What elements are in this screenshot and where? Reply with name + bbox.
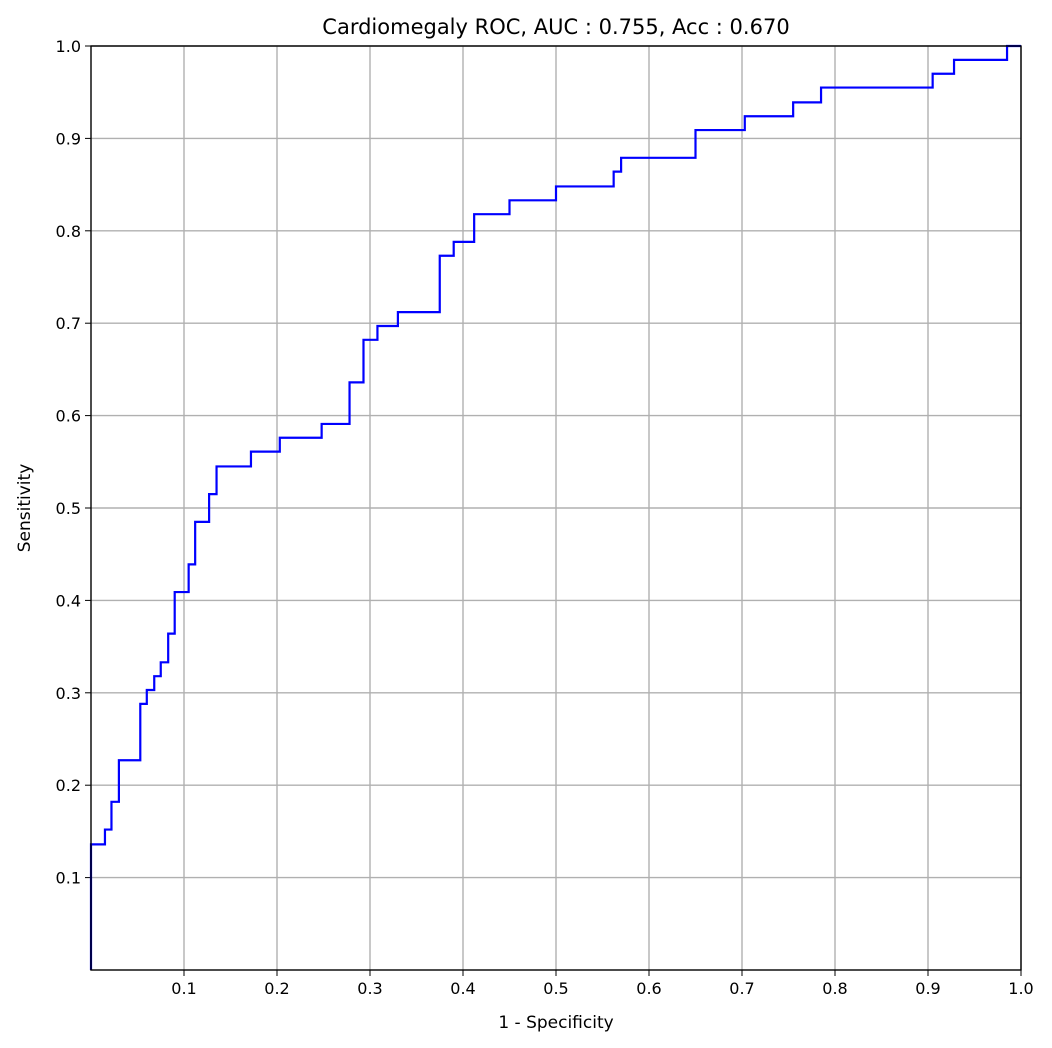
x-axis-ticks: 0.1 0.2 0.3 0.4 0.5 0.6 0.7 0.8 0.9 1.0 xyxy=(171,970,1034,998)
y-tick-label: 0.4 xyxy=(56,591,81,610)
y-tick-label: 0.3 xyxy=(56,684,81,703)
plot-frame xyxy=(90,45,1022,971)
x-tick-label: 0.8 xyxy=(822,979,847,998)
chart-title: Cardiomegaly ROC, AUC : 0.755, Acc : 0.6… xyxy=(322,15,789,39)
x-tick-label: 0.6 xyxy=(636,979,661,998)
x-axis-label: 1 - Specificity xyxy=(498,1013,613,1033)
roc-curve-line xyxy=(89,44,1021,970)
y-tick-label: 0.8 xyxy=(56,222,81,241)
x-tick-label: 0.9 xyxy=(915,979,940,998)
x-tick-label: 1.0 xyxy=(1008,979,1033,998)
y-tick-label: 0.5 xyxy=(56,499,81,518)
y-tick-label: 0.2 xyxy=(56,776,81,795)
y-tick-label: 0.1 xyxy=(56,869,81,888)
y-tick-label: 0.6 xyxy=(56,407,81,426)
x-tick-label: 0.3 xyxy=(357,979,382,998)
x-tick-label: 0.7 xyxy=(729,979,754,998)
y-tick-label: 0.7 xyxy=(56,314,81,333)
y-tick-label: 1.0 xyxy=(56,37,81,56)
y-tick-label: 0.9 xyxy=(56,129,81,148)
y-axis-ticks: 0.1 0.2 0.3 0.4 0.5 0.6 0.7 0.8 0.9 1.0 xyxy=(56,37,91,888)
y-axis-label: Sensitivity xyxy=(15,464,35,553)
x-tick-label: 0.5 xyxy=(543,979,568,998)
x-tick-label: 0.2 xyxy=(264,979,289,998)
grid xyxy=(91,45,1022,970)
x-tick-label: 0.4 xyxy=(450,979,475,998)
x-tick-label: 0.1 xyxy=(171,979,196,998)
